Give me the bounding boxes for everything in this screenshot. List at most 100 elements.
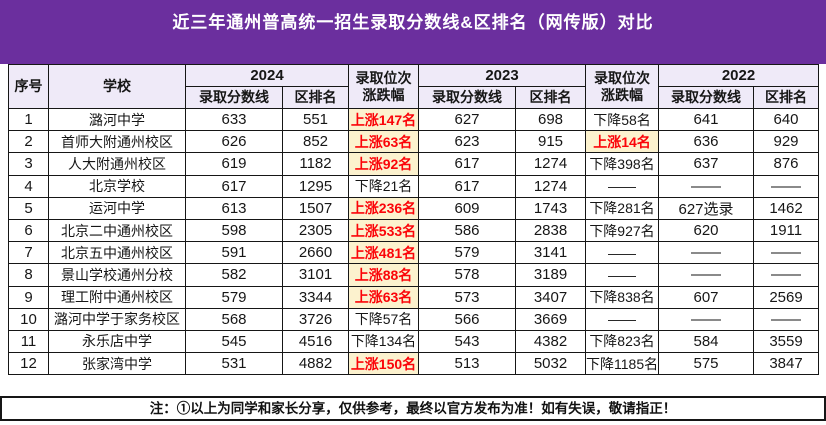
cell-rank22: 1911 (753, 218, 819, 243)
cell-change23: —— (585, 174, 659, 198)
cell-score24: 619 (185, 152, 283, 176)
cell-rank23: 3407 (515, 285, 586, 309)
cell-score24: 568 (185, 307, 283, 331)
cell-change23: 下降1185名 (585, 352, 659, 376)
cell-change24: 上涨63名 (348, 130, 419, 154)
col-header-year-2022: 2022 (658, 64, 819, 87)
col-header-change-2023: 录取位次 涨跌幅 (585, 64, 659, 109)
cell-score24: 531 (185, 352, 283, 376)
cell-score22: —— (658, 263, 754, 287)
cell-rank24: 1507 (282, 196, 349, 220)
cell-seq: 12 (8, 352, 49, 376)
cell-score24: 613 (185, 196, 283, 220)
cell-change23: 上涨14名 (585, 130, 659, 154)
table-row: 11 永乐店中学 545 4516 下降134名 543 4382 下降823名 584 3559 (8, 329, 819, 354)
cell-seq: 8 (8, 263, 49, 287)
change-header-line2: 涨跌幅 (601, 86, 643, 103)
cell-score23: 578 (418, 263, 516, 287)
col-header-rank-2024: 区排名 (282, 86, 349, 109)
cell-rank22: 929 (753, 130, 819, 154)
table-row: 10 潞河中学于家务校区 568 3726 下降57名 566 3669 —— —— —— (8, 307, 819, 331)
cell-rank24: 4516 (282, 329, 349, 354)
table-body: 1 潞河中学 633 551 上涨147名 627 698 下降58名 641 640 2 首师大附通… (8, 107, 819, 376)
table-row: 9 理工附中通州校区 579 3344 上涨63名 573 3407 下降838名 607 256… (8, 285, 819, 309)
change-header-line1: 录取位次 (355, 70, 412, 87)
cell-score22: 627选录 (658, 196, 754, 220)
cell-school: 运河中学 (48, 196, 186, 220)
cell-score22: 575 (658, 352, 754, 376)
page-title: 近三年通州普高统一招生录取分数线&区排名（网传版）对比 (172, 13, 654, 32)
cell-rank23: 698 (515, 107, 586, 132)
table-row: 6 北京二中通州校区 598 2305 上涨533名 586 2838 下降927名 620 19… (8, 218, 819, 243)
cell-change24: 下降21名 (348, 174, 419, 198)
cell-score24: 582 (185, 263, 283, 287)
cell-seq: 3 (8, 152, 49, 176)
cell-school: 潞河中学 (48, 107, 186, 132)
cell-school: 首师大附通州校区 (48, 130, 186, 154)
cell-rank23: 1743 (515, 196, 586, 220)
cell-score24: 617 (185, 174, 283, 198)
cell-school: 北京二中通州校区 (48, 218, 186, 243)
cell-score22: 641 (658, 107, 754, 132)
cell-score22: —— (658, 241, 754, 265)
cell-change24: 上涨481名 (348, 241, 419, 265)
cell-score23: 513 (418, 352, 516, 376)
cell-change23: 下降281名 (585, 196, 659, 220)
cell-score23: 579 (418, 241, 516, 265)
cell-score24: 626 (185, 130, 283, 154)
cell-score23: 617 (418, 152, 516, 176)
cell-change24: 上涨92名 (348, 152, 419, 176)
cell-change24: 下降57名 (348, 307, 419, 331)
cell-score23: 609 (418, 196, 516, 220)
cell-score24: 591 (185, 241, 283, 265)
cell-score22: —— (658, 174, 754, 198)
cell-school: 永乐店中学 (48, 329, 186, 354)
cell-change23: —— (585, 263, 659, 287)
cell-score22: 637 (658, 152, 754, 176)
cell-rank22: 876 (753, 152, 819, 176)
cell-rank23: 3141 (515, 241, 586, 265)
cell-change23: 下降398名 (585, 152, 659, 176)
cell-school: 理工附中通州校区 (48, 285, 186, 309)
cell-score23: 627 (418, 107, 516, 132)
col-header-change-2024: 录取位次 涨跌幅 (348, 64, 419, 109)
cell-seq: 2 (8, 130, 49, 154)
cell-rank24: 3726 (282, 307, 349, 331)
cell-rank23: 2838 (515, 218, 586, 243)
cell-rank22: 640 (753, 107, 819, 132)
col-header-rank-2022: 区排名 (753, 86, 819, 109)
cell-seq: 4 (8, 174, 49, 198)
cell-rank24: 1182 (282, 152, 349, 176)
cell-change23: 下降838名 (585, 285, 659, 309)
cell-change24: 下降134名 (348, 329, 419, 354)
cell-seq: 11 (8, 329, 49, 354)
cell-score23: 617 (418, 174, 516, 198)
cell-rank22: —— (753, 241, 819, 265)
cell-score23: 623 (418, 130, 516, 154)
cell-score24: 633 (185, 107, 283, 132)
cell-score24: 545 (185, 329, 283, 354)
col-header-seq: 序号 (8, 64, 49, 109)
cell-change24: 上涨88名 (348, 263, 419, 287)
cell-rank24: 1295 (282, 174, 349, 198)
table-row: 1 潞河中学 633 551 上涨147名 627 698 下降58名 641 640 (8, 107, 819, 132)
col-header-score-2023: 录取分数线 (418, 86, 516, 109)
cell-school: 北京学校 (48, 174, 186, 198)
cell-school: 潞河中学于家务校区 (48, 307, 186, 331)
table-row: 12 张家湾中学 531 4882 上涨150名 513 5032 下降1185名 575 384… (8, 352, 819, 376)
cell-score24: 598 (185, 218, 283, 243)
cell-rank24: 4882 (282, 352, 349, 376)
col-header-score-2022: 录取分数线 (658, 86, 754, 109)
cell-rank23: 4382 (515, 329, 586, 354)
cell-rank22: —— (753, 307, 819, 331)
cell-rank22: 3559 (753, 329, 819, 354)
cell-rank24: 2660 (282, 241, 349, 265)
scores-table: 序号 学校 2024 录取位次 涨跌幅 2023 录取位次 涨跌幅 2022 录取分… (8, 64, 819, 376)
cell-school: 北京五中通州校区 (48, 241, 186, 265)
cell-change24: 上涨236名 (348, 196, 419, 220)
cell-score22: —— (658, 307, 754, 331)
cell-seq: 5 (8, 196, 49, 220)
cell-change23: 下降823名 (585, 329, 659, 354)
cell-rank22: 3847 (753, 352, 819, 376)
cell-seq: 9 (8, 285, 49, 309)
